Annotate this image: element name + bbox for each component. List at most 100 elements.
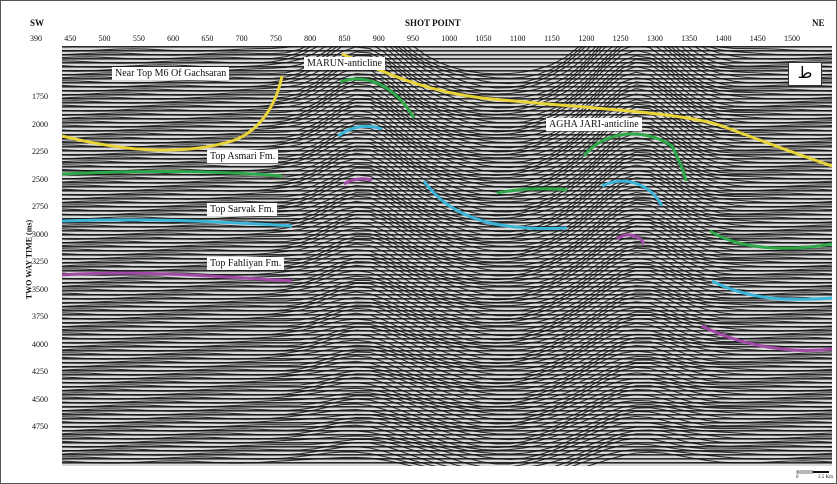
reflector bbox=[62, 415, 832, 455]
reflector bbox=[62, 318, 832, 367]
reflector bbox=[62, 333, 832, 381]
reflector bbox=[62, 192, 832, 253]
y-tick-label: 3500 bbox=[32, 284, 48, 294]
reflector bbox=[62, 174, 832, 237]
x-tick-label: 390 bbox=[30, 34, 42, 43]
x-tick-label: 700 bbox=[235, 34, 248, 43]
y-tick-label: 4500 bbox=[32, 394, 48, 404]
x-tick-label: 1200 bbox=[578, 34, 595, 43]
reflector bbox=[62, 164, 832, 228]
reflector bbox=[62, 350, 832, 396]
label-asmari: Top Asmari Fm. bbox=[207, 150, 279, 163]
horizon-fahliyan-west bbox=[62, 271, 293, 283]
reflector bbox=[62, 177, 832, 240]
horizon-sarvak-aghajari bbox=[601, 179, 664, 207]
x-tick-label: 900 bbox=[372, 34, 385, 43]
seismic-section bbox=[62, 46, 832, 466]
label-gachsaran: Near Top M6 Of Gachsaran bbox=[112, 67, 230, 80]
reflector bbox=[62, 147, 832, 213]
reflector bbox=[62, 292, 832, 344]
reflector bbox=[62, 55, 832, 129]
horizon-asmari-mid bbox=[496, 187, 568, 195]
reflector bbox=[62, 433, 832, 466]
scale-bar bbox=[796, 470, 829, 474]
reflector bbox=[62, 443, 832, 466]
x-tick-label: 1300 bbox=[646, 34, 663, 43]
horizon-sarvak-west bbox=[62, 218, 293, 228]
x-tick-label: 800 bbox=[304, 34, 317, 43]
reflector bbox=[62, 328, 832, 376]
reflector bbox=[62, 46, 832, 85]
x-tick-label: 1000 bbox=[441, 34, 458, 43]
label-marun-anticline: MARUN-anticline bbox=[304, 57, 385, 70]
reflector bbox=[62, 266, 832, 321]
reflector bbox=[62, 451, 832, 466]
reflector bbox=[62, 154, 832, 220]
reflector bbox=[62, 244, 832, 301]
y-tick-label: 4250 bbox=[32, 367, 48, 376]
reflector bbox=[62, 257, 832, 312]
x-tick-label: 850 bbox=[338, 34, 351, 43]
reflector bbox=[62, 46, 832, 115]
reflector bbox=[62, 262, 832, 317]
horizon-fahliyan-east bbox=[701, 324, 832, 352]
reflector bbox=[62, 384, 832, 428]
reflector bbox=[62, 404, 832, 445]
reflector bbox=[62, 230, 832, 287]
reflector bbox=[62, 93, 832, 163]
reflector bbox=[62, 46, 832, 89]
reflector bbox=[62, 377, 832, 421]
x-tick-label: 1150 bbox=[544, 34, 560, 43]
reflector bbox=[62, 88, 832, 159]
direction-sw: SW bbox=[30, 18, 45, 28]
reflector bbox=[62, 311, 832, 361]
figure-panel-badge: ط bbox=[788, 62, 822, 86]
x-tick-label: 950 bbox=[407, 34, 419, 43]
x-tick-label: 1450 bbox=[749, 34, 766, 43]
reflector bbox=[62, 247, 832, 304]
reflector bbox=[62, 46, 832, 113]
horizon-fahliyan-aghajari bbox=[616, 233, 646, 245]
reflector bbox=[62, 429, 832, 466]
horizon-sarvak-east bbox=[711, 279, 832, 301]
x-tick-label: 550 bbox=[132, 34, 145, 43]
horizon-gachsaran-east bbox=[341, 52, 832, 168]
reflector bbox=[62, 77, 832, 149]
y-tick-label: 4000 bbox=[32, 339, 48, 349]
reflector bbox=[62, 355, 832, 401]
y-tick-label: 2500 bbox=[32, 174, 48, 184]
label-fahliyan: Top Fahliyan Fm. bbox=[207, 257, 285, 270]
y-tick-label: 1750 bbox=[32, 92, 48, 101]
reflector bbox=[62, 362, 832, 408]
reflector bbox=[62, 410, 832, 451]
reflector bbox=[62, 372, 832, 416]
reflector bbox=[62, 46, 832, 109]
reflector bbox=[62, 322, 832, 371]
y-tick-label: 2250 bbox=[32, 147, 48, 156]
reflector bbox=[62, 269, 832, 324]
y-tick-label: 3250 bbox=[32, 257, 48, 266]
horizon-sarvak-mid bbox=[422, 180, 568, 230]
reflector bbox=[62, 240, 832, 297]
x-tick-label: 750 bbox=[269, 34, 282, 43]
reflector bbox=[62, 103, 832, 173]
reflector bbox=[62, 132, 832, 199]
reflector bbox=[62, 289, 832, 341]
reflector bbox=[62, 399, 832, 441]
reflector bbox=[62, 203, 832, 263]
reflector bbox=[62, 407, 832, 449]
reflector bbox=[62, 381, 832, 425]
x-tick-label: 450 bbox=[64, 34, 77, 43]
x-tick-label: 1250 bbox=[612, 34, 629, 43]
reflector bbox=[62, 71, 832, 144]
reflector bbox=[62, 158, 832, 223]
horizon-asmari-east bbox=[709, 229, 832, 250]
horizon-fahliyan-marun bbox=[343, 177, 373, 186]
label-aghajari-anticline: AGHA JARI-anticline bbox=[546, 118, 642, 131]
reflector bbox=[62, 388, 832, 431]
reflector bbox=[62, 186, 832, 248]
reflector bbox=[62, 306, 832, 357]
reflector bbox=[62, 301, 832, 351]
reflector bbox=[62, 366, 832, 411]
reflector bbox=[62, 115, 832, 183]
